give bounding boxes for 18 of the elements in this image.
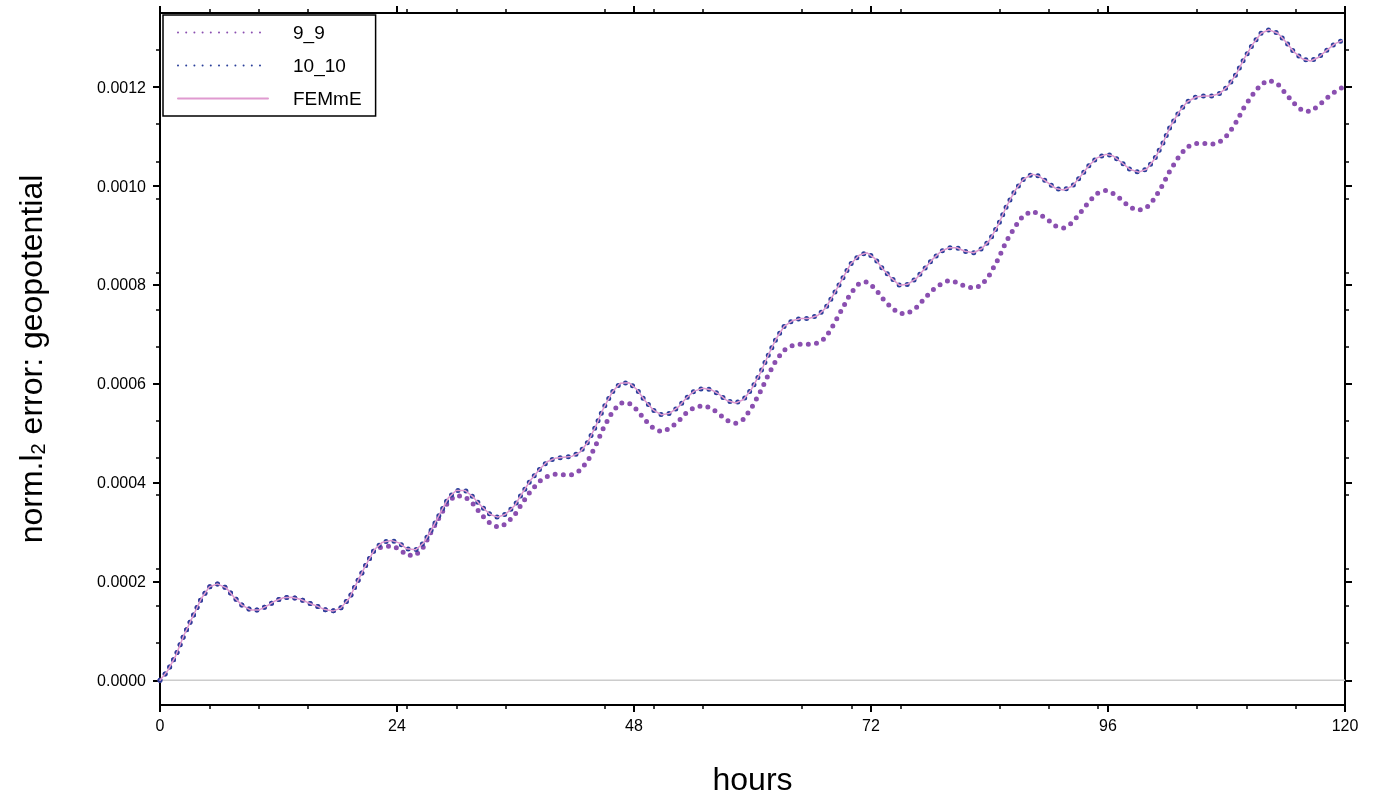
x-tick-label: 120 <box>1331 716 1359 734</box>
y-tick-label: 0.0006 <box>97 375 147 393</box>
x-tick-label: 0 <box>155 716 165 734</box>
y-tick-label: 0.0004 <box>97 474 147 492</box>
y-axis-title: norm.l2 error: geopotential <box>13 174 49 544</box>
x-tick-label: 24 <box>388 716 406 734</box>
y-tick-label: 0.0008 <box>97 276 147 294</box>
y-tick-label: 0.0000 <box>97 671 147 689</box>
x-tick-label: 72 <box>862 716 880 734</box>
x-tick-label: 48 <box>625 716 643 734</box>
legend-label: 9_9 <box>293 22 325 44</box>
y-tick-label: 0.0012 <box>97 78 147 96</box>
legend-label: FEMmE <box>293 88 362 109</box>
x-axis-title: hours <box>712 761 793 797</box>
legend-label: 10_10 <box>293 55 346 77</box>
x-tick-label: 96 <box>1099 716 1117 734</box>
y-tick-label: 0.0010 <box>97 177 147 195</box>
y-tick-label: 0.0002 <box>97 572 147 590</box>
